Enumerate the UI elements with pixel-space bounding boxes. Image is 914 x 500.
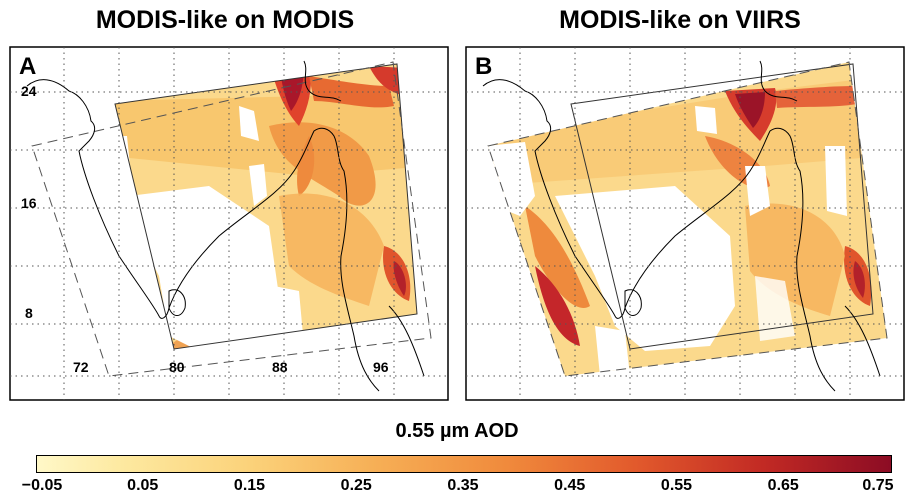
panel-a-title: MODIS-like on MODIS [95, 6, 355, 34]
coastline [482, 79, 836, 392]
panel-b-letter: B [475, 53, 492, 80]
colorbar-tick-label: 0.55 [660, 477, 693, 494]
lon-label-80: 80 [169, 359, 185, 375]
panel-b-title: MODIS-like on VIIRS [559, 6, 801, 34]
viirs-swath-outline [31, 61, 432, 377]
colorbar [36, 455, 892, 473]
panel-b-map: B [465, 46, 905, 401]
modis-swath-outline [570, 63, 874, 350]
lon-label-72: 72 [73, 359, 89, 375]
colorbar-tick-label: 0.05 [127, 477, 159, 494]
coastline [26, 79, 380, 392]
colorbar-tick-label: 0.25 [340, 477, 372, 494]
graticule [10, 47, 448, 400]
sri-lanka-outline [624, 289, 642, 316]
panel-a-map: A 24 16 8 72 80 88 96 [9, 46, 449, 401]
colorbar-tick-label: 0.65 [767, 477, 799, 494]
lat-label-24: 24 [21, 83, 37, 99]
colorbar-tick-label: −0.05 [21, 477, 63, 494]
lon-label-88: 88 [272, 359, 288, 375]
colorbar-tick-label: 0.45 [554, 477, 586, 494]
colorbar-tick-label: 0.35 [447, 477, 479, 494]
lat-label-8: 8 [25, 305, 33, 321]
lon-label-96: 96 [373, 359, 389, 375]
colorbar-tick-label: 0.15 [233, 477, 266, 494]
colorbar-title: 0.55 µm AOD [395, 420, 519, 442]
graticule [466, 47, 904, 400]
sri-lanka-outline [168, 289, 186, 316]
colorbar-tick-label: 0.75 [862, 477, 894, 494]
viirs-swath-outline [487, 61, 888, 377]
panel-a-letter: A [19, 53, 36, 80]
lat-label-16: 16 [21, 195, 37, 211]
modis-swath-outline [114, 63, 418, 350]
